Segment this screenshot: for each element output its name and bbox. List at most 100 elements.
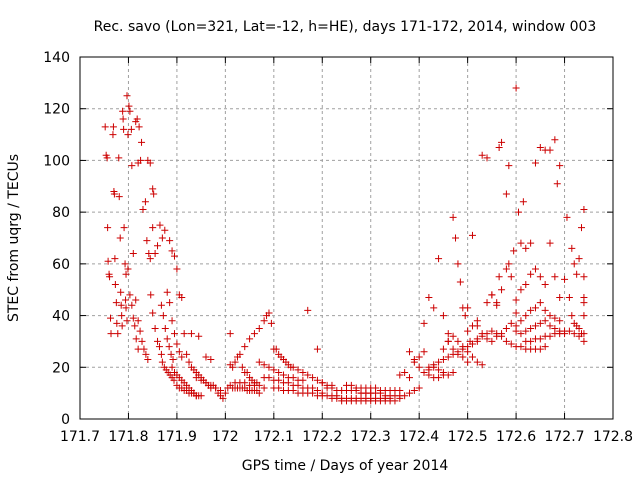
- data-point: [166, 299, 174, 307]
- x-tick-label: 172.1: [254, 429, 294, 445]
- data-point: [140, 345, 148, 353]
- data-point: [318, 379, 326, 387]
- data-point: [512, 296, 520, 304]
- data-point: [313, 376, 321, 384]
- data-point: [289, 374, 297, 382]
- data-point: [270, 366, 278, 374]
- data-point: [119, 115, 127, 123]
- data-point: [226, 330, 234, 338]
- data-point: [478, 332, 486, 340]
- data-point: [522, 244, 530, 252]
- data-point: [517, 239, 525, 247]
- data-point: [151, 325, 159, 332]
- data-point: [309, 389, 317, 397]
- data-point: [146, 255, 154, 263]
- data-point: [260, 384, 268, 392]
- data-point: [272, 345, 280, 353]
- data-point: [154, 337, 162, 345]
- data-point: [127, 125, 135, 133]
- x-axis-label: GPS time / Days of year 2014: [242, 458, 449, 474]
- data-point: [280, 371, 288, 379]
- data-point: [125, 102, 133, 110]
- data-point: [169, 356, 177, 364]
- data-point: [575, 325, 583, 332]
- x-tick-label: 172.3: [351, 429, 391, 445]
- x-tick-label: 172.6: [496, 429, 536, 445]
- y-tick-label: 80: [52, 205, 70, 221]
- data-point: [478, 151, 486, 159]
- data-point: [275, 376, 283, 384]
- data-point: [122, 270, 130, 278]
- data-point: [536, 335, 544, 343]
- data-point: [138, 337, 146, 345]
- data-point: [170, 376, 178, 384]
- data-point: [120, 224, 128, 232]
- data-point: [483, 299, 491, 307]
- data-point: [168, 247, 176, 255]
- data-point: [565, 293, 573, 301]
- data-point: [170, 252, 178, 260]
- data-point: [531, 159, 539, 167]
- data-point: [493, 301, 501, 309]
- data-point: [250, 330, 258, 338]
- data-point: [580, 273, 588, 281]
- data-point: [115, 154, 123, 162]
- data-point: [126, 107, 134, 115]
- data-point: [117, 288, 125, 296]
- y-tick-label: 120: [43, 102, 70, 118]
- data-point: [580, 299, 588, 307]
- data-point: [444, 337, 452, 345]
- data-point: [178, 293, 186, 301]
- data-point: [507, 273, 515, 281]
- data-point: [449, 368, 457, 376]
- data-point: [103, 154, 111, 162]
- data-point: [578, 224, 586, 232]
- data-point: [527, 239, 535, 247]
- data-point: [202, 379, 210, 387]
- data-point: [104, 257, 112, 265]
- data-point: [145, 250, 153, 258]
- data-point: [580, 312, 588, 320]
- data-point: [493, 330, 501, 338]
- data-point: [410, 356, 418, 364]
- data-point: [466, 337, 474, 345]
- data-point: [405, 389, 413, 397]
- data-point: [580, 206, 588, 214]
- data-point: [124, 131, 132, 139]
- data-point: [522, 327, 530, 335]
- data-point: [464, 327, 472, 335]
- data-point: [507, 340, 515, 348]
- data-point: [478, 361, 486, 369]
- data-point: [166, 237, 174, 245]
- data-point: [165, 343, 173, 351]
- data-point: [207, 381, 215, 389]
- data-point: [430, 361, 438, 369]
- data-point: [541, 281, 549, 289]
- data-point: [531, 265, 539, 273]
- data-point: [284, 379, 292, 387]
- data-point: [435, 366, 443, 374]
- data-point: [430, 304, 438, 312]
- data-point: [133, 115, 141, 123]
- x-tick-label: 171.7: [60, 429, 100, 445]
- data-point: [197, 376, 205, 384]
- data-point: [158, 358, 166, 366]
- data-point: [568, 244, 576, 252]
- data-point: [517, 317, 525, 325]
- data-point: [580, 337, 588, 345]
- data-point: [473, 335, 481, 343]
- data-point: [502, 265, 510, 273]
- data-point: [546, 332, 554, 340]
- data-point: [163, 335, 171, 343]
- data-point: [146, 159, 154, 167]
- data-point: [531, 304, 539, 312]
- x-tick-label: 172.2: [302, 429, 342, 445]
- data-point: [265, 374, 273, 382]
- data-point: [551, 136, 559, 144]
- y-tick-label: 60: [52, 257, 70, 273]
- data-point: [241, 343, 249, 351]
- data-point: [483, 154, 491, 162]
- data-point: [439, 312, 447, 320]
- plot-frame: [79, 56, 614, 420]
- data-point: [483, 330, 491, 338]
